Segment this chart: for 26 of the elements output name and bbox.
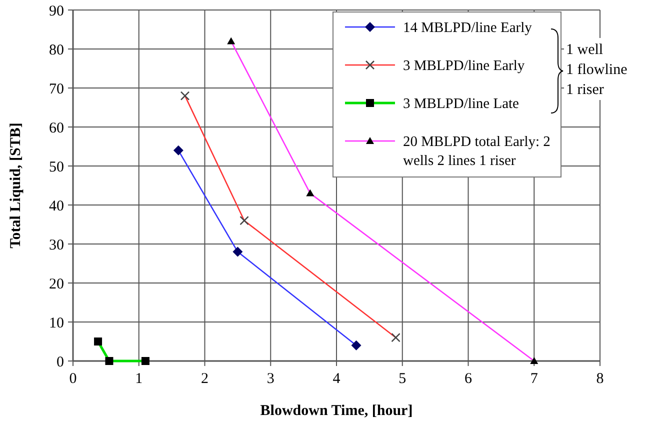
x-axis-title: Blowdown Time, [hour]: [260, 403, 413, 419]
annotation: 1 well 1 flowline 1 riser: [566, 42, 628, 98]
y-tick-label: 0: [56, 354, 64, 370]
x-tick-label: 3: [266, 371, 274, 387]
x-tick-label: 1: [135, 371, 143, 387]
x-tick-label: 5: [398, 371, 406, 387]
y-tick-label: 10: [49, 315, 64, 332]
x-tick-label: 8: [596, 371, 604, 387]
y-tick-label: 20: [49, 276, 64, 292]
y-axis-title: Total Liquid, [STB]: [8, 122, 24, 248]
y-tick-label: 30: [49, 237, 64, 254]
y-tick-label: 80: [49, 42, 64, 58]
x-tick-label: 2: [201, 371, 208, 387]
y-tick-label: 70: [49, 81, 64, 98]
y-tick-label: 60: [49, 120, 64, 136]
y-tick-label: 90: [49, 3, 64, 20]
y-tick-label: 50: [49, 159, 64, 176]
x-tick-label: 7: [530, 371, 538, 387]
legend-label: 14 MBLPD/line Early: [403, 20, 533, 36]
legend-label: 3 MBLPD/line Late: [403, 96, 519, 112]
x-tick-label: 4: [332, 371, 341, 387]
x-tick-label: 6: [464, 371, 472, 387]
y-tick-label: 40: [49, 198, 64, 214]
legend-label: 20 MBLPD total Early: 2 wells 2 lines 1 riser: [403, 134, 550, 169]
legend-label: 3 MBLPD/line Early: [403, 58, 526, 74]
x-tick-label: 0: [69, 371, 77, 387]
